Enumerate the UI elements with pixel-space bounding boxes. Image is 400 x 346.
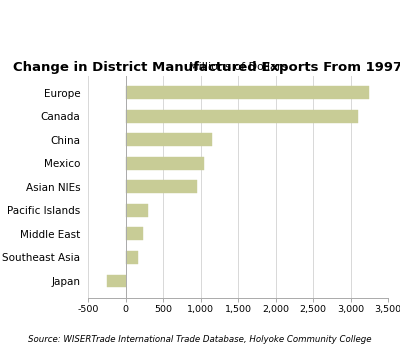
Text: Millions of Dollars: Millions of Dollars [189, 62, 287, 72]
Bar [107, 274, 126, 288]
Bar [126, 227, 143, 240]
Bar [126, 133, 212, 146]
Bar [126, 251, 138, 264]
Title: Change in District Manufactured Exports From 1997 to 2005: Change in District Manufactured Exports … [13, 61, 400, 74]
Bar [126, 110, 358, 123]
Bar [126, 180, 197, 193]
Bar [126, 204, 148, 217]
Bar [126, 86, 369, 99]
Text: Source: WISERTrade International Trade Database, Holyoke Community College: Source: WISERTrade International Trade D… [28, 335, 372, 344]
Bar [126, 157, 204, 170]
